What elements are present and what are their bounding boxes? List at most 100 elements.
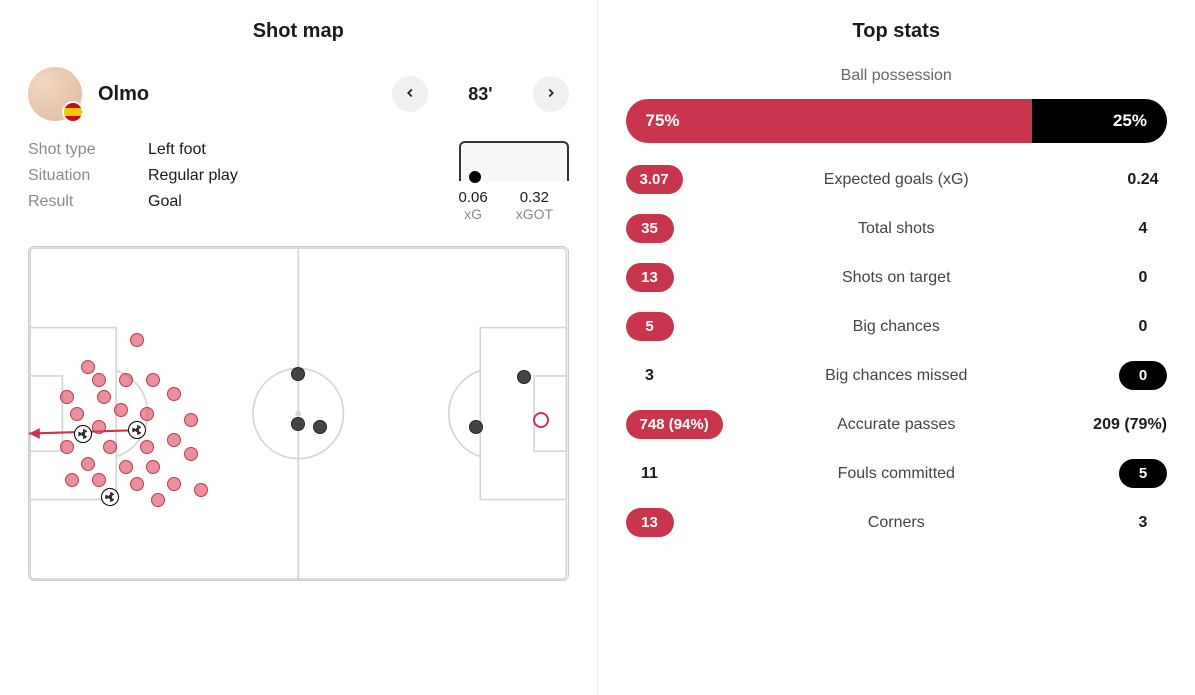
shot-marker[interactable] xyxy=(167,477,181,491)
stat-label: Shots on target xyxy=(842,269,951,287)
shot-detail-list: Shot typeLeft footSituationRegular playR… xyxy=(28,141,435,222)
shot-marker[interactable] xyxy=(65,473,79,487)
stat-away-value: 0 xyxy=(1119,318,1167,336)
shot-map-title: Shot map xyxy=(28,20,569,43)
stat-home-value: 11 xyxy=(626,465,674,483)
shot-marker[interactable] xyxy=(130,333,144,347)
shot-marker[interactable] xyxy=(184,447,198,461)
stat-label: Accurate passes xyxy=(837,416,955,434)
shot-detail-value: Left foot xyxy=(148,141,206,159)
stat-label: Fouls committed xyxy=(838,465,955,483)
stat-away-value: 0 xyxy=(1119,361,1167,390)
shot-marker[interactable] xyxy=(103,440,117,454)
stat-away-value: 209 (79%) xyxy=(1093,416,1167,434)
stat-label: Big chances missed xyxy=(825,367,967,385)
possession-home: 75% xyxy=(626,99,1032,143)
xg-value: 0.06 xyxy=(459,189,488,206)
chevron-right-icon xyxy=(544,84,558,105)
xgot-value: 0.32 xyxy=(516,189,553,206)
top-stats-title: Top stats xyxy=(626,20,1168,43)
pitch-lines xyxy=(29,247,568,580)
shot-marker[interactable] xyxy=(291,417,305,431)
shot-marker[interactable] xyxy=(92,473,106,487)
shot-detail-label: Result xyxy=(28,193,148,211)
stat-home-value: 5 xyxy=(626,312,674,341)
shot-marker[interactable] xyxy=(114,403,128,417)
shot-minute: 83' xyxy=(444,84,516,105)
shot-marker[interactable] xyxy=(119,373,133,387)
possession-label: Ball possession xyxy=(626,67,1168,85)
stat-label: Corners xyxy=(868,514,925,532)
player-avatar xyxy=(28,67,82,121)
next-shot-button[interactable] xyxy=(533,76,569,112)
stat-row: 3 Big chances missed 0 xyxy=(626,361,1168,390)
stat-home-value: 748 (94%) xyxy=(626,410,723,439)
shot-marker[interactable] xyxy=(533,412,549,428)
shot-marker[interactable] xyxy=(140,440,154,454)
shot-marker[interactable] xyxy=(146,460,160,474)
shot-marker[interactable] xyxy=(130,477,144,491)
shot-marker[interactable] xyxy=(81,360,95,374)
shot-marker[interactable] xyxy=(291,367,305,381)
shot-marker[interactable] xyxy=(313,420,327,434)
stat-row: 748 (94%) Accurate passes 209 (79%) xyxy=(626,410,1168,439)
stat-rows: 3.07Expected goals (xG)0.2435Total shots… xyxy=(626,165,1168,537)
possession-bar: 75% 25% xyxy=(626,99,1168,143)
stat-row: 3.07 Expected goals (xG) 0.24 xyxy=(626,165,1168,194)
stat-home-value: 13 xyxy=(626,508,674,537)
stat-away-value: 5 xyxy=(1119,459,1167,488)
shot-marker[interactable] xyxy=(92,420,106,434)
shot-marker[interactable] xyxy=(146,373,160,387)
mini-goal xyxy=(459,141,569,181)
xgot-label: xGOT xyxy=(516,206,553,222)
player-header: Olmo 83' xyxy=(28,67,569,121)
stat-away-value: 0 xyxy=(1119,269,1167,287)
stat-away-value: 0.24 xyxy=(1119,171,1167,189)
player-name: Olmo xyxy=(98,83,376,106)
shot-marker[interactable] xyxy=(97,390,111,404)
stat-row: 35 Total shots 4 xyxy=(626,214,1168,243)
shot-marker[interactable] xyxy=(151,493,165,507)
stat-row: 13Shots on target0 xyxy=(626,263,1168,292)
xg-label: xG xyxy=(459,206,488,222)
stat-home-value: 3 xyxy=(626,367,674,385)
shot-map-panel: Shot map Olmo 83' Shot typeLeft footSitu… xyxy=(0,0,598,695)
shot-marker[interactable] xyxy=(194,483,208,497)
stat-row: 13 Corners 3 xyxy=(626,508,1168,537)
shot-marker[interactable] xyxy=(469,420,483,434)
shot-detail-value: Regular play xyxy=(148,167,238,185)
shot-detail-label: Shot type xyxy=(28,141,148,159)
shot-marker[interactable] xyxy=(74,425,92,443)
shot-detail-block: Shot typeLeft footSituationRegular playR… xyxy=(28,141,569,222)
shot-marker[interactable] xyxy=(119,460,133,474)
possession-away: 25% xyxy=(1032,99,1167,143)
shot-detail-row: SituationRegular play xyxy=(28,167,435,185)
shot-marker[interactable] xyxy=(517,370,531,384)
stat-home-value: 3.07 xyxy=(626,165,683,194)
shot-marker[interactable] xyxy=(60,440,74,454)
prev-shot-button[interactable] xyxy=(392,76,428,112)
chevron-left-icon xyxy=(403,84,417,105)
shot-marker[interactable] xyxy=(81,457,95,471)
shot-marker[interactable] xyxy=(101,488,119,506)
mini-goal-block: 0.06 xG 0.32 xGOT xyxy=(459,141,569,222)
stat-label: Total shots xyxy=(858,220,934,238)
shot-detail-label: Situation xyxy=(28,167,148,185)
shot-marker[interactable] xyxy=(140,407,154,421)
shot-marker[interactable] xyxy=(70,407,84,421)
stat-away-value: 3 xyxy=(1119,514,1167,532)
shot-marker[interactable] xyxy=(167,387,181,401)
shot-marker[interactable] xyxy=(184,413,198,427)
stat-away-value: 4 xyxy=(1119,220,1167,238)
top-stats-panel: Top stats Ball possession 75% 25% 3.07 Ex… xyxy=(598,0,1195,695)
shot-marker[interactable] xyxy=(60,390,74,404)
stat-label: Expected goals (xG) xyxy=(824,171,969,189)
shot-marker[interactable] xyxy=(167,433,181,447)
shot-marker[interactable] xyxy=(128,421,146,439)
stat-label: Big chances xyxy=(853,318,940,336)
stat-home-value: 35 xyxy=(626,214,674,243)
shot-marker[interactable] xyxy=(92,373,106,387)
flag-badge-es xyxy=(62,101,84,123)
stat-row: 5 Big chances 0 xyxy=(626,312,1168,341)
mini-goal-ball xyxy=(469,171,481,183)
